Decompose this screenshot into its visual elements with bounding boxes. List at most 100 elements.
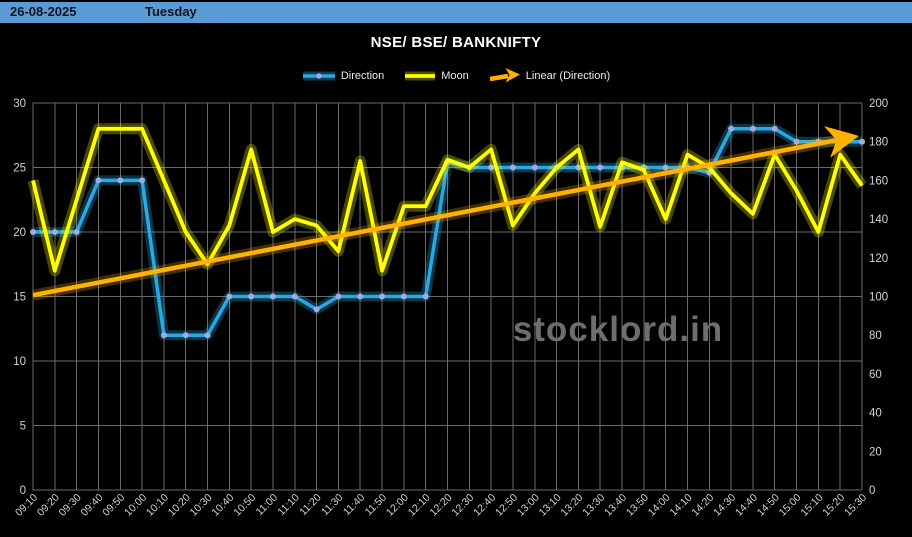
- x-axis-tick-label: 10:40: [209, 492, 236, 519]
- watermark-text: stocklord.in: [513, 310, 723, 349]
- x-axis-tick-label: 10:50: [231, 492, 258, 519]
- direction-data-point-marker: [597, 164, 604, 171]
- x-axis-tick-label: 11:10: [275, 492, 302, 519]
- x-axis-tick-label: 11:50: [363, 492, 390, 519]
- x-axis-tick-label: 12:50: [493, 492, 520, 519]
- x-axis-tick-label: 13:00: [515, 492, 542, 519]
- date-label: 26-08-2025: [10, 4, 77, 19]
- x-axis-tick-label: 12:40: [471, 492, 498, 519]
- direction-data-point-marker: [859, 138, 865, 145]
- x-axis-tick-label: 14:00: [646, 492, 673, 519]
- x-axis-tick-label: 12:10: [406, 492, 433, 519]
- x-axis-tick-label: 09:30: [57, 492, 84, 519]
- direction-data-point-marker: [575, 164, 582, 171]
- direction-data-point-marker: [248, 293, 255, 300]
- x-axis-tick-label: 13:50: [624, 492, 651, 519]
- right-axis-tick-label: 40: [869, 408, 882, 420]
- direction-data-point-marker: [662, 164, 669, 171]
- x-axis-tick-label: 14:40: [733, 492, 760, 519]
- x-axis-tick-label: 15:30: [842, 492, 869, 519]
- moon-legend-icon: [405, 71, 436, 80]
- trendline-series: [31, 126, 859, 301]
- right-axis-tick-label: 200: [869, 98, 888, 110]
- direction-data-point-marker: [771, 125, 778, 132]
- right-axis-tick-label: 100: [869, 292, 888, 304]
- direction-data-point-marker: [509, 164, 516, 171]
- direction-data-point-marker: [422, 293, 429, 300]
- x-axis-tick-label: 10:20: [166, 492, 193, 519]
- direction-data-point-marker: [73, 229, 80, 235]
- legend-item-direction: Direction: [302, 70, 384, 82]
- right-axis-tick-label: 0: [869, 485, 875, 497]
- trendline: [32, 126, 859, 298]
- direction-data-point-marker: [400, 293, 407, 300]
- moon-line: [31, 126, 864, 273]
- direction-data-point-marker: [749, 125, 756, 132]
- x-axis-tick-label: 10:10: [144, 492, 171, 519]
- x-axis-tick-label: 12:30: [449, 492, 476, 519]
- direction-legend-icon: [302, 71, 335, 80]
- direction-data-point-marker: [531, 164, 538, 171]
- right-axis-tick-label: 80: [869, 330, 882, 342]
- direction-data-point-marker: [204, 332, 211, 339]
- x-axis-tick-label: 13:10: [537, 492, 564, 519]
- x-axis-tick-label: 09:40: [78, 492, 105, 519]
- x-axis-tick-label: 10:30: [188, 492, 215, 519]
- linear-legend-icon: [489, 68, 520, 83]
- direction-data-point-marker: [488, 164, 495, 171]
- chart-legend: Direction Moon Linear (Direction): [0, 67, 912, 84]
- direction-data-point-marker: [139, 177, 146, 184]
- x-axis-tick-label: 12:20: [428, 492, 455, 519]
- x-axis-tick-label: 15:10: [798, 492, 825, 519]
- left-axis-tick-label: 5: [20, 421, 26, 433]
- x-axis-tick-label: 10:00: [122, 492, 149, 519]
- chart-title: NSE/ BSE/ BANKNIFTY: [370, 34, 542, 51]
- x-axis-tick-label: 15:20: [820, 492, 847, 519]
- legend-label: Direction: [340, 69, 385, 82]
- legend-label: Linear (Direction): [525, 69, 611, 82]
- legend-item-linear-direction: Linear (Direction): [489, 67, 610, 84]
- right-axis-tick-label: 20: [869, 446, 882, 458]
- x-axis-tick-label: 11:20: [297, 492, 324, 519]
- x-axis-tick-label: 11:00: [254, 492, 281, 519]
- left-axis-tick-label: 20: [13, 227, 26, 239]
- x-axis-tick-label: 11:40: [341, 492, 368, 519]
- legend-item-moon: Moon: [404, 70, 469, 82]
- x-axis-tick-label: 13:20: [558, 492, 585, 519]
- right-axis-tick-label: 60: [869, 369, 882, 381]
- left-axis-tick-label: 10: [13, 356, 26, 368]
- right-axis-tick-label: 160: [869, 175, 888, 187]
- moon-series: [27, 123, 867, 277]
- x-axis-tick-label: 14:50: [755, 492, 782, 519]
- direction-data-point-marker: [160, 332, 167, 339]
- right-axis-tick-label: 180: [869, 137, 888, 149]
- day-label: Tuesday: [145, 4, 197, 19]
- direction-data-point-marker: [30, 229, 36, 235]
- left-axis-tick-label: 15: [13, 292, 26, 304]
- x-axis-tick-label: 09:10: [13, 492, 40, 519]
- x-axis-tick-label: 14:20: [689, 492, 716, 519]
- direction-data-point-marker: [182, 332, 189, 339]
- direction-data-point-marker: [357, 293, 364, 300]
- x-axis-tick-label: 12:00: [384, 492, 411, 519]
- x-axis-tick-label: 14:10: [668, 492, 695, 519]
- left-axis-tick-label: 30: [13, 98, 26, 110]
- x-axis-tick-label: 11:30: [319, 492, 346, 519]
- direction-data-point-marker: [95, 177, 102, 184]
- direction-data-point-marker: [379, 293, 386, 300]
- direction-data-point-marker: [793, 138, 800, 145]
- right-axis-tick-label: 120: [869, 253, 888, 265]
- x-axis-tick-label: 13:40: [602, 492, 629, 519]
- right-axis-tick-label: 140: [869, 214, 888, 226]
- direction-data-point-marker: [51, 229, 58, 235]
- direction-data-point-marker: [728, 125, 735, 132]
- direction-data-point-marker: [226, 293, 233, 300]
- x-axis-tick-label: 09:50: [100, 492, 127, 519]
- direction-data-point-marker: [313, 306, 320, 313]
- x-axis-tick-label: 13:30: [580, 492, 607, 519]
- x-axis-tick-label: 14:30: [711, 492, 738, 519]
- left-axis-tick-label: 0: [20, 485, 26, 497]
- left-axis-tick-label: 25: [13, 163, 26, 175]
